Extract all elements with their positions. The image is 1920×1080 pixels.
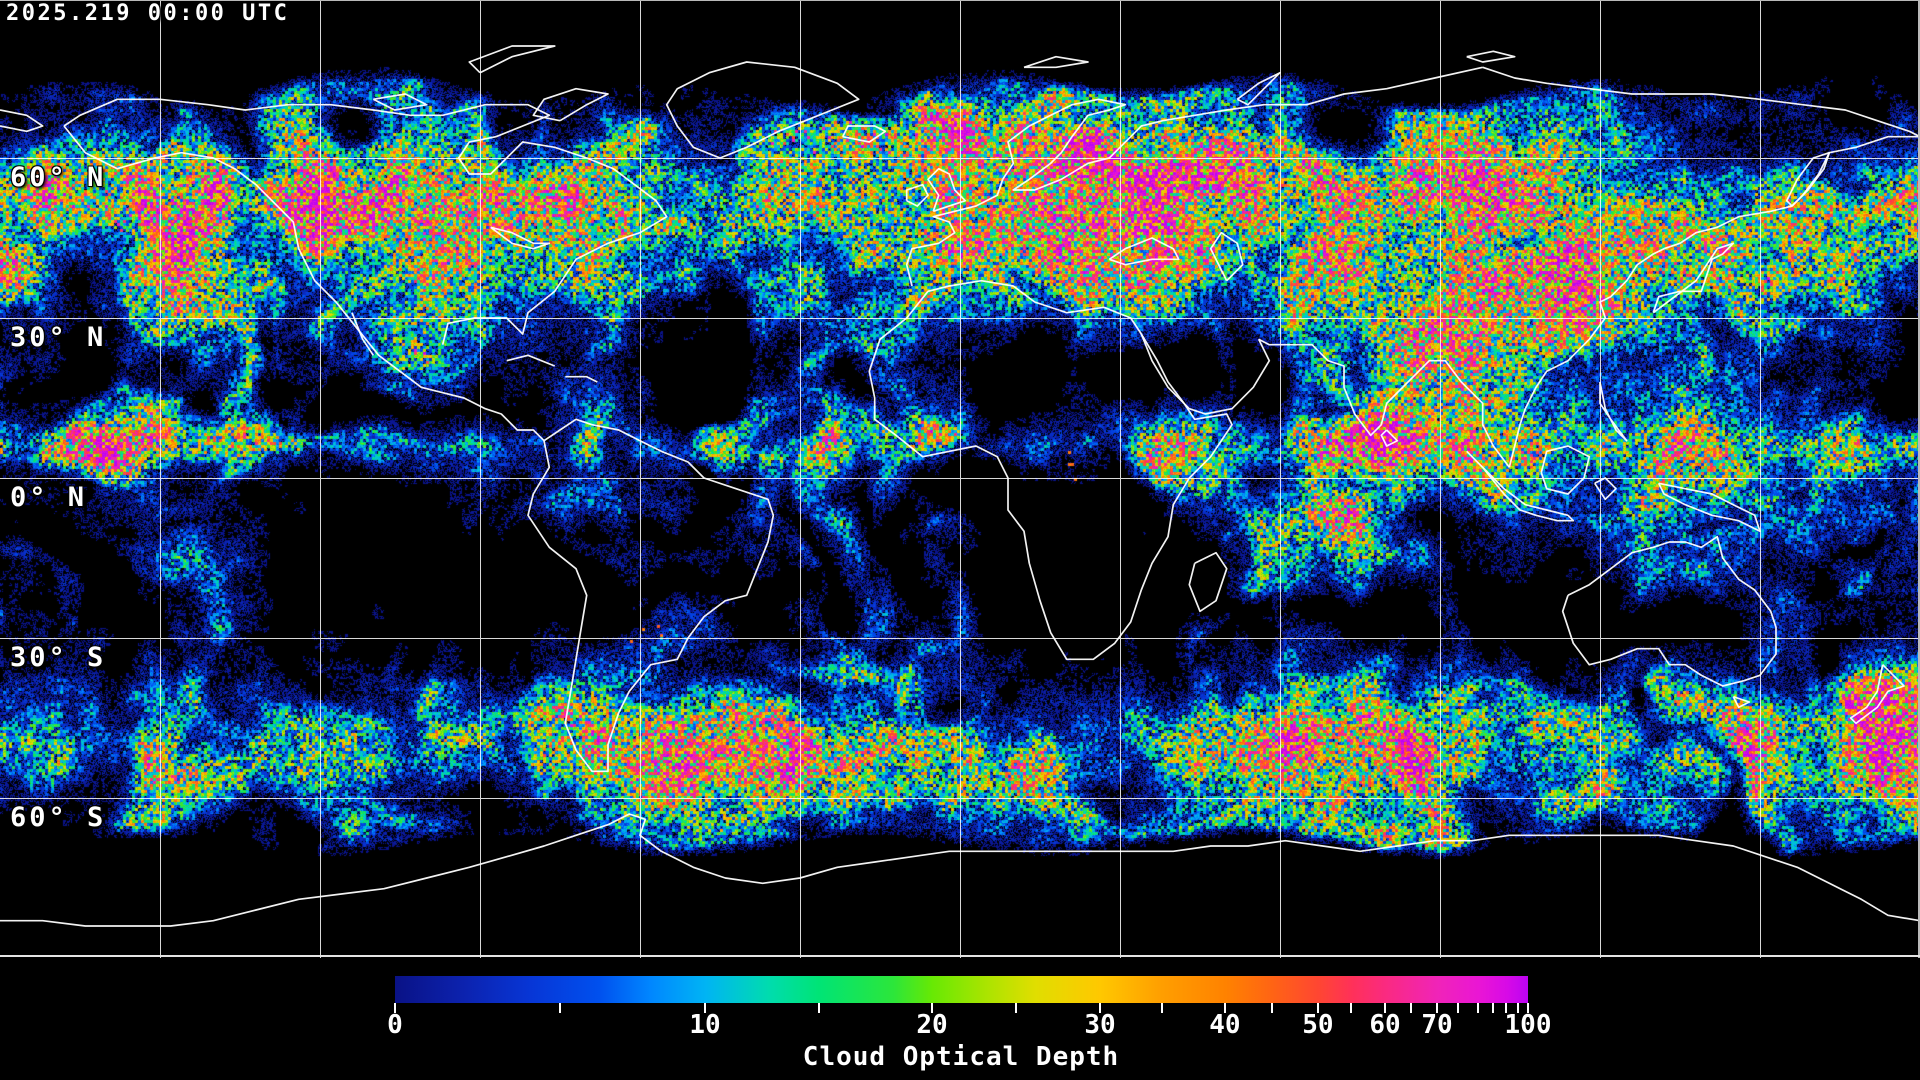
colorbar-tick [1161, 1003, 1164, 1013]
colorbar-tick-label: 100 [1504, 1010, 1552, 1040]
colorbar-tick [1505, 1003, 1508, 1013]
colorbar-tick-label: 0 [387, 1010, 403, 1040]
coastline [1140, 333, 1271, 415]
coastline [372, 93, 428, 111]
coastline [927, 167, 967, 213]
coastline [1849, 664, 1905, 725]
colorbar-tick [931, 1003, 934, 1013]
colorbar-tick [1316, 1003, 1319, 1013]
coastline [490, 226, 551, 250]
coastline [1236, 71, 1281, 106]
coastline [1209, 231, 1244, 282]
coastline [527, 418, 775, 773]
latitude-label: 30° N [10, 322, 107, 353]
coastline [1593, 477, 1617, 501]
coastline [1001, 66, 1483, 191]
colorbar-tick [1477, 1003, 1480, 1013]
world-map: 2025.219 00:00 UTC 60° N 30° N 0° N 30° S 60… [0, 0, 1920, 958]
colorbar-tick [1350, 1003, 1353, 1013]
coastline [468, 45, 556, 74]
colorbar-tick-label: 10 [689, 1010, 721, 1040]
timestamp-label: 2025.219 00:00 UTC [6, 1, 290, 26]
latitude-label: 0° N [10, 482, 88, 513]
coastline [1561, 535, 1777, 687]
colorbar-gradient [395, 976, 1528, 1003]
latitude-label: 60° N [10, 162, 107, 193]
map-frame-border-bottom [0, 955, 1920, 957]
coastline [532, 87, 609, 122]
colorbar-tick [1410, 1003, 1413, 1013]
latitude-label: 60° S [10, 802, 107, 833]
colorbar-tick [1014, 1003, 1017, 1013]
colorbar-tick [394, 1003, 396, 1013]
coastline [63, 125, 545, 442]
colorbar-tick [1456, 1003, 1459, 1013]
colorbar-tick [1436, 1003, 1439, 1013]
coastline [1023, 55, 1089, 69]
coastline [1258, 338, 1510, 468]
colorbar-tick-label: 50 [1302, 1010, 1334, 1040]
coastline [63, 98, 587, 175]
map-frame-border-top [0, 0, 1920, 1]
coastline [441, 157, 668, 345]
coastline [1652, 242, 1735, 314]
coastline [1657, 482, 1761, 533]
coastline [1785, 151, 1831, 207]
colorbar-tick [703, 1003, 706, 1013]
colorbar-tick-label: 40 [1209, 1010, 1241, 1040]
coastline [665, 61, 860, 159]
colorbar: 0 10 20 30 40 50 60 70 100 Cloud Optical Depth [0, 958, 1920, 1080]
coastline [1108, 237, 1180, 266]
colorbar-title: Cloud Optical Depth [802, 1042, 1120, 1072]
coastline [1508, 135, 1920, 468]
coastline [905, 179, 1004, 287]
coastline [1540, 445, 1591, 495]
map-frame-border-right [1918, 0, 1920, 958]
colorbar-tick [1270, 1003, 1273, 1013]
coastline [506, 354, 556, 367]
colorbar-tick [559, 1003, 562, 1013]
colorbar-tick-label: 30 [1084, 1010, 1116, 1040]
colorbar-tick-label: 70 [1421, 1010, 1453, 1040]
colorbar-tick-label: 60 [1369, 1010, 1401, 1040]
colorbar-tick [1491, 1003, 1494, 1013]
coastline [1188, 551, 1228, 613]
coastline [841, 125, 887, 143]
coastline [565, 375, 598, 383]
coastline [351, 312, 375, 356]
coastline [1380, 429, 1399, 447]
coastline [0, 109, 44, 133]
coastline [1599, 381, 1628, 442]
colorbar-tick [1223, 1003, 1226, 1013]
coastline [1732, 695, 1751, 709]
colorbar-tick [1516, 1003, 1519, 1013]
latitude-label: 30° S [10, 642, 107, 673]
coastline [905, 183, 929, 207]
colorbar-tick [817, 1003, 820, 1013]
colorbar-tick-label: 20 [916, 1010, 948, 1040]
graticule-lines [0, 0, 1920, 958]
coastline-grid-overlay [0, 0, 1920, 958]
colorbar-tick [1527, 1003, 1529, 1013]
coastline [1482, 66, 1920, 138]
colorbar-tick [1384, 1003, 1386, 1013]
coastline [868, 279, 1233, 661]
coastline [1466, 450, 1575, 522]
coastline [0, 813, 1920, 927]
coastline [1466, 50, 1516, 63]
colorbar-tick [1099, 1003, 1102, 1013]
